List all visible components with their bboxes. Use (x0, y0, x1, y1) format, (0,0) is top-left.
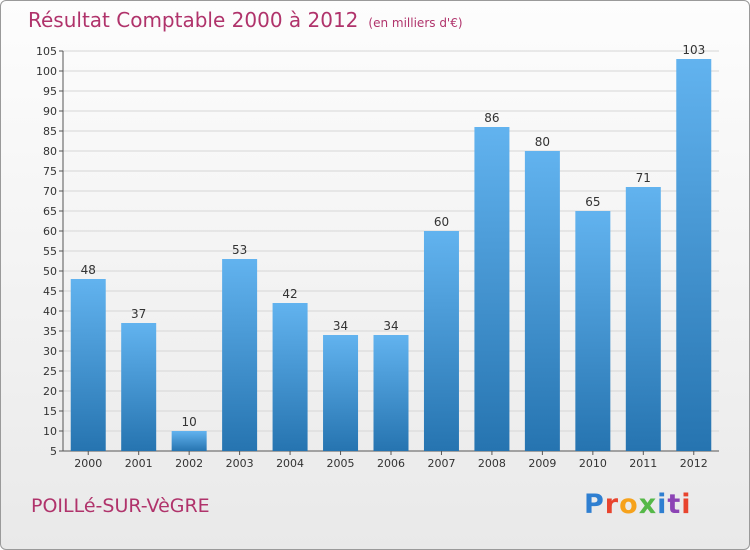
data-label-2011: 71 (636, 171, 651, 185)
bar-2008 (474, 127, 510, 451)
y-tick-label: 80 (43, 145, 57, 158)
x-tick-labels: 2000 2001 2002 2003 2004 2005 2006 2007 2008 2009… (74, 457, 708, 470)
x-tick-label-2000: 2000 (74, 457, 102, 470)
x-tick-label-2011: 2011 (629, 457, 657, 470)
x-tick-label-2010: 2010 (579, 457, 607, 470)
y-tick-label: 105 (36, 45, 57, 58)
logo-letter: r (604, 489, 620, 520)
data-label-2006: 34 (383, 319, 398, 333)
x-tick-label-2012: 2012 (680, 457, 708, 470)
y-tick-label: 95 (43, 85, 57, 98)
y-tick-label: 10 (43, 425, 57, 438)
data-label-2001: 37 (131, 307, 146, 321)
x-tick-label-2007: 2007 (427, 457, 455, 470)
bar-2004 (272, 303, 308, 451)
data-labels: 48 37 10 53 42 34 34 60 86 80 65 71 103 (81, 43, 706, 429)
data-label-2007: 60 (434, 215, 449, 229)
bar-2003 (222, 259, 258, 451)
data-label-2003: 53 (232, 243, 247, 257)
bar-2005 (323, 335, 359, 451)
y-tick-label: 75 (43, 165, 57, 178)
y-tick-label: 65 (43, 205, 57, 218)
y-tick-label: 5 (50, 445, 57, 458)
x-tick-label-2002: 2002 (175, 457, 203, 470)
y-tick-label: 100 (36, 65, 57, 78)
logo-letter: P (584, 489, 605, 520)
proxiti-logo: Proxiti (584, 489, 692, 520)
data-label-2000: 48 (81, 263, 96, 277)
chart-unit: (en milliers d'€) (368, 16, 463, 30)
data-label-2008: 86 (484, 111, 499, 125)
data-label-2005: 34 (333, 319, 348, 333)
chart-title: Résultat Comptable 2000 à 2012 (en millie… (28, 8, 463, 32)
data-label-2004: 42 (282, 287, 297, 301)
data-label-2002: 10 (182, 415, 197, 429)
x-tick-label-2008: 2008 (478, 457, 506, 470)
data-label-2009: 80 (535, 135, 550, 149)
logo-letter: t (667, 489, 682, 520)
data-label-2012: 103 (682, 43, 705, 57)
data-label-2010: 65 (585, 195, 600, 209)
y-tick-label: 85 (43, 125, 57, 138)
y-tick-label: 90 (43, 105, 57, 118)
logo-letter: i (681, 489, 692, 520)
x-tick-label-2003: 2003 (226, 457, 254, 470)
x-tick-label-2001: 2001 (125, 457, 153, 470)
bar-2001 (121, 323, 157, 451)
y-tick-label: 55 (43, 245, 57, 258)
bar-2007 (423, 231, 459, 451)
y-tick-labels: 5 10 15 20 25 30 35 40 45 50 55 60 65 70 75 80 85 90 95 100… (36, 45, 57, 458)
logo-letter: x (638, 489, 658, 520)
y-tick-label: 35 (43, 325, 57, 338)
logo-letter: o (619, 489, 639, 520)
y-tick-label: 15 (43, 405, 57, 418)
y-tick-label: 60 (43, 225, 57, 238)
y-tick-label: 70 (43, 185, 57, 198)
bars (70, 59, 712, 451)
bar-2000 (70, 279, 106, 451)
bar-2012 (676, 59, 712, 451)
x-tick-label-2005: 2005 (327, 457, 355, 470)
y-tick-label: 45 (43, 285, 57, 298)
chart-title-text: Résultat Comptable 2000 à 2012 (28, 8, 359, 32)
logo-letter: i (657, 489, 668, 520)
bar-2011 (625, 187, 661, 451)
x-tick-label-2004: 2004 (276, 457, 304, 470)
bar-2009 (524, 151, 560, 451)
y-tick-label: 25 (43, 365, 57, 378)
commune-name: POILLé-SUR-VèGRE (31, 495, 210, 517)
y-tick-label: 30 (43, 345, 57, 358)
bar-2010 (575, 211, 611, 451)
y-tick-label: 50 (43, 265, 57, 278)
y-tick-label: 20 (43, 385, 57, 398)
x-tick-label-2009: 2009 (528, 457, 556, 470)
bar-2006 (373, 335, 409, 451)
y-tick-label: 40 (43, 305, 57, 318)
x-tick-label-2006: 2006 (377, 457, 405, 470)
bar-2002 (171, 431, 207, 451)
